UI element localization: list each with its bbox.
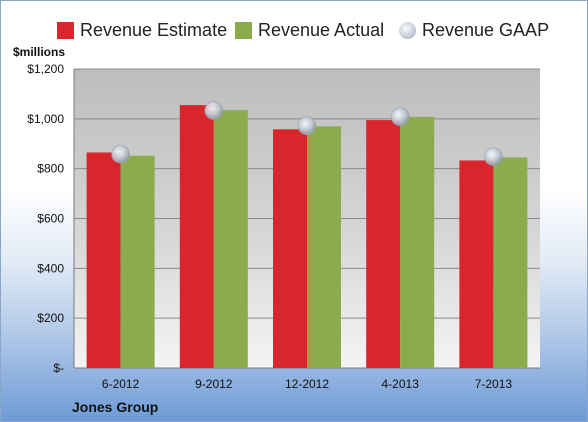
bar-revenue-actual xyxy=(213,110,248,369)
x-tick-label: 4-2013 xyxy=(382,377,420,391)
y-tick-label: $- xyxy=(53,361,64,375)
marker-revenue-gaap xyxy=(297,116,317,136)
marker-revenue-gaap xyxy=(484,147,503,167)
legend-label-revenue-estimate: Revenue Estimate xyxy=(80,19,228,40)
legend-swatch-revenue-actual xyxy=(235,21,252,39)
legend-marker-revenue-gaap xyxy=(399,21,416,39)
chart-legend: Revenue Estimate Revenue Actual Revenue … xyxy=(1,15,587,45)
bar-revenue-estimate xyxy=(86,152,121,368)
bar-revenue-estimate xyxy=(366,120,401,369)
bar-revenue-estimate xyxy=(179,105,214,369)
marker-revenue-gaap xyxy=(204,101,224,120)
bar-revenue-actual xyxy=(493,157,528,368)
x-tick-label: 12-2012 xyxy=(285,377,329,391)
legend-item-revenue-estimate: Revenue Estimate xyxy=(57,15,227,45)
bar-revenue-estimate xyxy=(273,129,307,368)
legend-label-revenue-gaap: Revenue GAAP xyxy=(422,19,550,40)
marker-revenue-gaap xyxy=(390,107,410,127)
y-tick-label: $600 xyxy=(37,212,64,226)
bar-revenue-actual xyxy=(120,155,155,368)
y-axis-unit-label: $millions xyxy=(13,45,66,59)
bar-revenue-estimate xyxy=(459,160,494,368)
x-tick-label: 7-2013 xyxy=(475,377,513,391)
legend-item-revenue-actual: Revenue Actual xyxy=(235,15,384,45)
y-tick-label: $400 xyxy=(37,261,64,275)
y-tick-label: $1,200 xyxy=(27,62,64,76)
y-tick-label: $800 xyxy=(37,162,64,176)
y-tick-label: $200 xyxy=(37,311,64,325)
legend-item-revenue-gaap: Revenue GAAP xyxy=(399,15,549,45)
y-tick-label: $1,000 xyxy=(27,112,64,126)
company-name: Jones Group xyxy=(72,399,159,415)
legend-label-revenue-actual: Revenue Actual xyxy=(258,19,385,40)
x-tick-label: 9-2012 xyxy=(195,377,233,391)
bar-revenue-actual xyxy=(307,126,341,368)
x-tick-label: 6-2012 xyxy=(102,377,140,391)
marker-revenue-gaap xyxy=(111,144,130,164)
bar-revenue-actual xyxy=(400,116,435,368)
legend-swatch-revenue-estimate xyxy=(57,21,74,39)
